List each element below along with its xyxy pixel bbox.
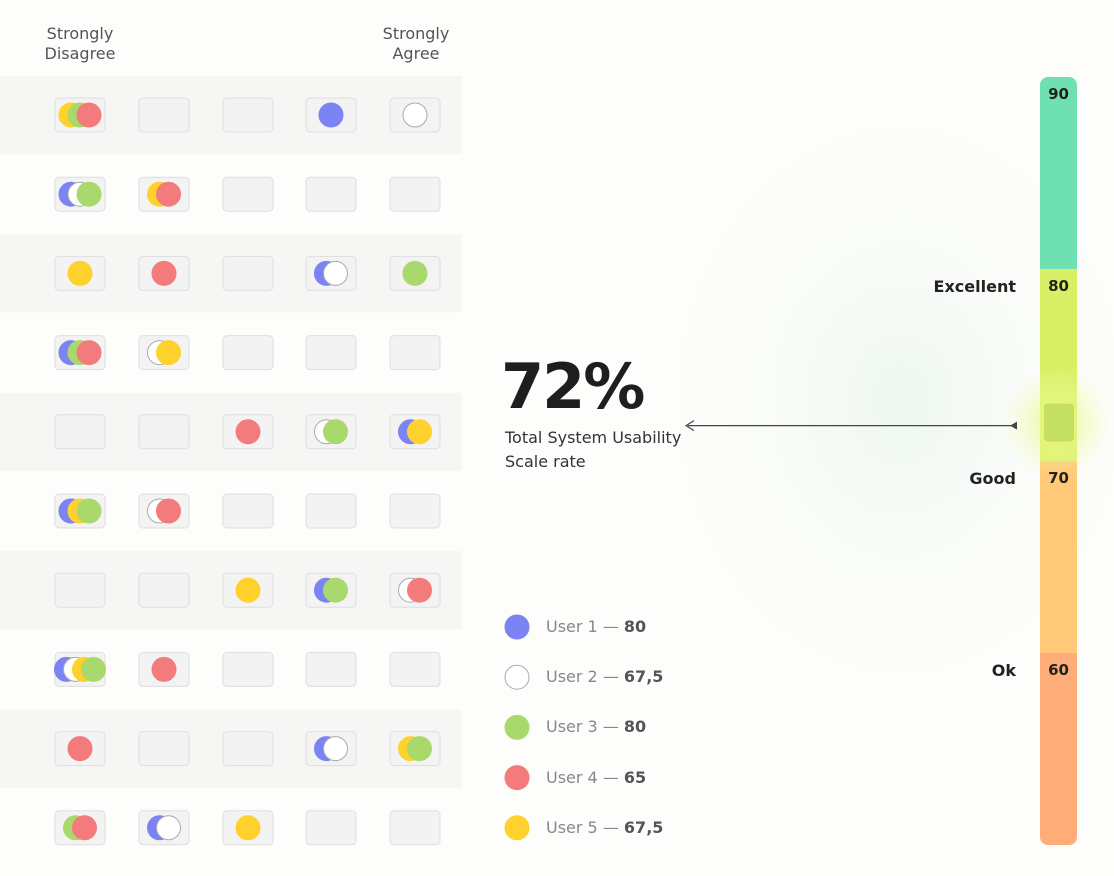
answer-cell (222, 176, 274, 212)
scale-label: Excellent (933, 277, 1016, 296)
scale-label: Ok (991, 661, 1016, 680)
legend-sep: — (602, 617, 619, 636)
answer-cell (138, 414, 190, 450)
user-dot (151, 656, 177, 682)
answer-cell (305, 810, 357, 846)
user-dot (156, 340, 181, 366)
answer-cell (389, 335, 441, 371)
user-dot (323, 736, 348, 762)
backdrop (640, 80, 1114, 720)
user-dot (407, 577, 432, 603)
user-dot (76, 498, 102, 524)
user-dot (76, 181, 102, 207)
legend-entry: User 1 — 80 (546, 617, 646, 636)
answer-cell (222, 731, 274, 767)
user-dot (156, 181, 181, 207)
answer-cell (138, 731, 190, 767)
score-value: 72% (501, 350, 645, 423)
scale-band (1040, 653, 1077, 845)
answer-cell (389, 176, 441, 212)
answer-cell (222, 335, 274, 371)
user-dot (67, 736, 93, 762)
legend-dot (504, 614, 530, 640)
user-dot (402, 260, 428, 286)
user-dot (323, 260, 348, 286)
user-dot (81, 656, 106, 682)
legend-sep: — (602, 817, 619, 837)
scale-band (1040, 77, 1077, 269)
answer-cell (138, 572, 190, 608)
arrow-head (684, 420, 695, 432)
legend-entry: User 3 — 80 (546, 717, 646, 736)
legend-sep: — (602, 717, 619, 737)
scale-band (1040, 461, 1077, 653)
legend-score: 67,5 (623, 667, 664, 687)
user-dot (323, 577, 348, 603)
answer-cell (222, 255, 274, 291)
legend-name: User 3 (546, 717, 598, 737)
legend-name: User 1 (546, 617, 598, 636)
user-dot (318, 102, 344, 128)
user-dot (76, 102, 102, 128)
user-dot (323, 419, 348, 445)
user-dot (67, 260, 93, 286)
answer-cell (305, 651, 357, 687)
user-dot (235, 815, 261, 841)
scale-tick: 70 (1048, 469, 1069, 487)
answer-cell (138, 97, 190, 133)
legend-name: User 4 (546, 767, 598, 787)
answer-cell (222, 97, 274, 133)
legend-score: 80 (623, 717, 647, 737)
answer-cell (222, 493, 274, 529)
header-right: Strongly Agree (382, 24, 450, 63)
legend-name: User 5 (546, 817, 598, 837)
scale-tick: 80 (1048, 277, 1069, 295)
header-left: Strongly Disagree (44, 24, 116, 63)
legend-sep: — (602, 667, 619, 687)
answer-cell (305, 335, 357, 371)
legend-name: User 2 (546, 667, 598, 687)
user-dot (156, 815, 181, 841)
user-dot (407, 419, 432, 445)
answer-cell (305, 176, 357, 212)
legend-score: 67,5 (623, 817, 664, 837)
user-dot (76, 340, 102, 366)
arrow-tail (1010, 421, 1017, 430)
user-dot (72, 815, 97, 841)
legend-sep: — (602, 767, 619, 787)
legend-dot (504, 664, 530, 690)
user-dot (402, 102, 428, 128)
score-caption: Total System Usability Scale rate (505, 428, 682, 471)
legend-entry: User 5 — 67,5 (546, 818, 663, 837)
user-dot (235, 577, 261, 603)
legend-score: 65 (623, 767, 647, 787)
scale-label: Good (969, 469, 1016, 488)
legend-dot (504, 815, 530, 841)
legend-dot (504, 714, 530, 740)
legend-score: 80 (623, 617, 647, 636)
user-dot (156, 498, 181, 524)
legend-entry: User 2 — 67,5 (546, 667, 663, 686)
answer-cell (305, 493, 357, 529)
answer-cell (389, 493, 441, 529)
user-dot (235, 419, 261, 445)
score-marker (1044, 403, 1074, 442)
scale-tick: 60 (1048, 661, 1069, 679)
answer-cell (54, 414, 106, 450)
answer-cell (389, 651, 441, 687)
user-dot (407, 736, 432, 762)
legend-dot (504, 765, 530, 791)
answer-cell (389, 810, 441, 846)
answer-cell (54, 572, 106, 608)
user-dot (151, 260, 177, 286)
legend-entry: User 4 — 65 (546, 768, 646, 787)
scale-tick: 90 (1048, 85, 1069, 103)
answer-cell (222, 651, 274, 687)
